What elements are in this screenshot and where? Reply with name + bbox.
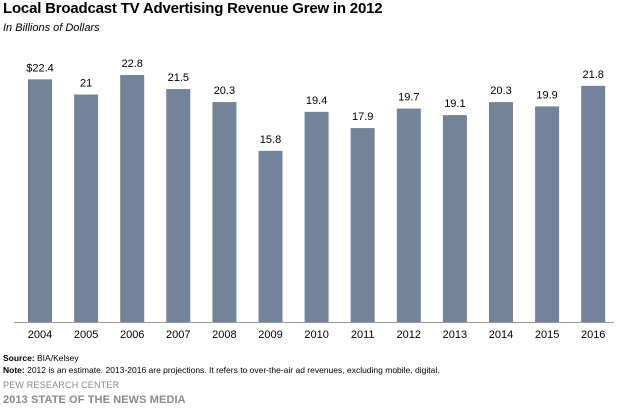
bar-2008 xyxy=(212,102,237,322)
bar-2010 xyxy=(304,111,329,322)
bar-2004 xyxy=(28,79,52,322)
bar-2005 xyxy=(74,94,99,322)
x-tick-2013: 2013 xyxy=(443,329,467,341)
bar-2015 xyxy=(535,106,560,323)
value-label-2016: 21.8 xyxy=(582,69,603,81)
note-line: Note: 2012 is an estimate. 2013-2016 are… xyxy=(3,364,440,376)
value-label-2013: 19.1 xyxy=(444,98,465,110)
x-tick-2011: 2011 xyxy=(351,329,375,341)
x-tick-2008: 2008 xyxy=(212,329,236,341)
bar-2014 xyxy=(489,102,513,322)
bar-2013 xyxy=(442,115,467,322)
org-name: PEW RESEARCH CENTER xyxy=(3,380,120,390)
x-tick-2012: 2012 xyxy=(397,329,421,341)
x-tick-2004: 2004 xyxy=(28,329,52,341)
x-tick-2006: 2006 xyxy=(120,329,144,341)
x-tick-2014: 2014 xyxy=(489,329,513,341)
bar-2016 xyxy=(581,85,606,322)
bar-2011 xyxy=(350,128,375,322)
value-label-2007: 21.5 xyxy=(168,72,189,84)
footnotes: Source: BIA/Kelsey Note: 2012 is an esti… xyxy=(3,352,440,376)
value-label-2012: 19.7 xyxy=(398,92,419,104)
note-label: Note: xyxy=(3,365,25,375)
x-tick-2016: 2016 xyxy=(581,329,605,341)
bar-2006 xyxy=(120,75,145,322)
value-label-2011: 17.9 xyxy=(352,111,373,123)
x-tick-2007: 2007 xyxy=(166,329,190,341)
value-label-2004: $22.4 xyxy=(26,62,54,74)
value-label-2009: 15.8 xyxy=(260,134,281,146)
bar-2012 xyxy=(396,108,421,322)
value-label-2005: 21 xyxy=(80,78,92,90)
value-label-2008: 20.3 xyxy=(214,85,235,97)
chart-title: Local Broadcast TV Advertising Revenue G… xyxy=(3,0,383,17)
bar-2007 xyxy=(166,89,191,322)
value-label-2015: 19.9 xyxy=(536,89,557,101)
value-label-2006: 22.8 xyxy=(121,58,142,70)
report-name: 2013 STATE OF THE NEWS MEDIA xyxy=(3,394,186,406)
x-tick-2005: 2005 xyxy=(74,329,98,341)
bar-chart: $22.4 2004 21 2005 22.8 2006 21.5 2007 20.3 2008 1… xyxy=(14,58,614,341)
source-line: Source: BIA/Kelsey xyxy=(3,352,440,364)
value-label-2010: 19.4 xyxy=(306,95,327,107)
chart-subtitle: In Billions of Dollars xyxy=(3,22,100,34)
value-label-2014: 20.3 xyxy=(490,85,511,97)
note-text: 2012 is an estimate. 2013-2016 are proje… xyxy=(24,365,440,375)
source-label: Source: xyxy=(3,353,35,363)
x-tick-2009: 2009 xyxy=(258,329,282,341)
x-tick-2010: 2010 xyxy=(304,329,328,341)
x-tick-2015: 2015 xyxy=(535,329,559,341)
source-text: BIA/Kelsey xyxy=(34,353,79,363)
bar-2009 xyxy=(258,150,283,322)
